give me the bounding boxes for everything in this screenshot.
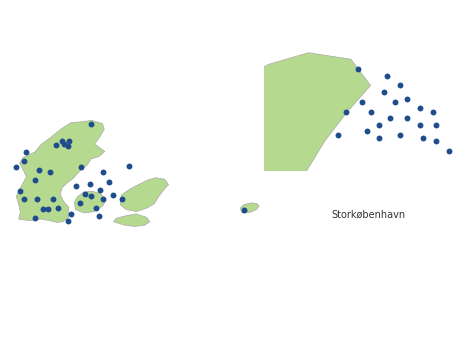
- Point: [73, 183, 80, 189]
- Point: [106, 179, 113, 184]
- Point: [375, 135, 383, 141]
- Point: [52, 142, 60, 147]
- Point: [367, 109, 375, 114]
- Point: [342, 109, 350, 114]
- Point: [364, 128, 371, 134]
- Polygon shape: [240, 203, 259, 213]
- Point: [432, 138, 440, 144]
- Point: [33, 197, 41, 202]
- Polygon shape: [0, 0, 63, 269]
- Polygon shape: [16, 120, 105, 222]
- Polygon shape: [74, 191, 106, 213]
- Point: [20, 197, 28, 202]
- Point: [87, 121, 95, 126]
- Point: [64, 144, 71, 149]
- Point: [380, 89, 387, 95]
- Point: [58, 138, 66, 144]
- Point: [383, 73, 391, 78]
- Point: [334, 132, 342, 138]
- Point: [240, 207, 248, 212]
- Polygon shape: [0, 118, 68, 223]
- Point: [416, 122, 424, 127]
- Point: [397, 83, 404, 88]
- Point: [92, 205, 99, 211]
- Polygon shape: [105, 228, 280, 288]
- Point: [99, 169, 106, 175]
- Point: [354, 66, 361, 72]
- Polygon shape: [138, 53, 371, 216]
- Point: [49, 197, 57, 202]
- Point: [125, 163, 132, 168]
- Point: [31, 177, 39, 183]
- Point: [12, 164, 20, 169]
- Point: [46, 169, 54, 175]
- Point: [403, 96, 410, 101]
- Point: [20, 158, 28, 164]
- Text: Storkøbenhavn: Storkøbenhavn: [332, 210, 406, 220]
- Point: [65, 138, 72, 144]
- Point: [31, 216, 39, 221]
- Point: [118, 197, 126, 202]
- Point: [375, 122, 383, 127]
- Point: [95, 213, 103, 218]
- Point: [429, 109, 436, 114]
- Point: [432, 122, 440, 127]
- Point: [78, 164, 85, 169]
- Point: [96, 188, 104, 193]
- Point: [387, 116, 394, 121]
- Polygon shape: [120, 178, 169, 212]
- Point: [416, 106, 424, 111]
- Point: [36, 167, 43, 173]
- Point: [88, 193, 95, 199]
- Point: [81, 191, 89, 196]
- Point: [76, 200, 84, 205]
- Point: [64, 218, 71, 224]
- Point: [419, 135, 427, 141]
- Point: [403, 116, 410, 121]
- Point: [67, 211, 75, 217]
- Point: [86, 181, 94, 186]
- Polygon shape: [114, 214, 150, 226]
- Point: [39, 206, 47, 212]
- Point: [23, 149, 30, 155]
- Point: [60, 141, 68, 147]
- Point: [397, 132, 404, 138]
- Point: [17, 189, 24, 194]
- Point: [391, 99, 399, 105]
- Point: [358, 99, 366, 105]
- Point: [54, 205, 61, 211]
- Point: [45, 206, 52, 212]
- Point: [446, 148, 453, 154]
- Point: [99, 197, 106, 202]
- Point: [109, 192, 117, 197]
